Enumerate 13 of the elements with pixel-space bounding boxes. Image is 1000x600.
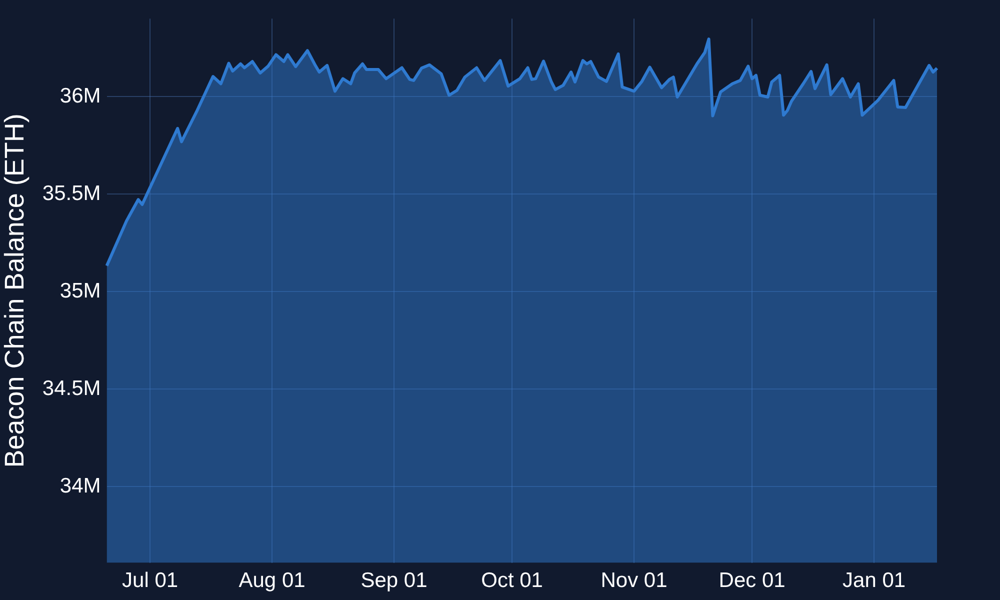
y-tick-label: 35M (60, 279, 101, 302)
x-tick-label: Jan 01 (842, 569, 906, 592)
x-tick-label: Sep 01 (360, 569, 428, 592)
y-tick-label: 36M (60, 84, 101, 108)
x-tick-label: Aug 01 (238, 569, 306, 592)
y-axis-title: Beacon Chain Balance (ETH) (0, 114, 30, 468)
x-tick-label: Nov 01 (600, 569, 668, 592)
x-tick-label: Jul 01 (122, 569, 178, 592)
y-tick-label: 34.5M (42, 377, 101, 400)
y-tick-label: 35.5M (42, 182, 101, 205)
x-tick-label: Oct 01 (481, 569, 543, 592)
x-tick-label: Dec 01 (718, 569, 786, 592)
y-tick-label: 34M (60, 474, 101, 498)
